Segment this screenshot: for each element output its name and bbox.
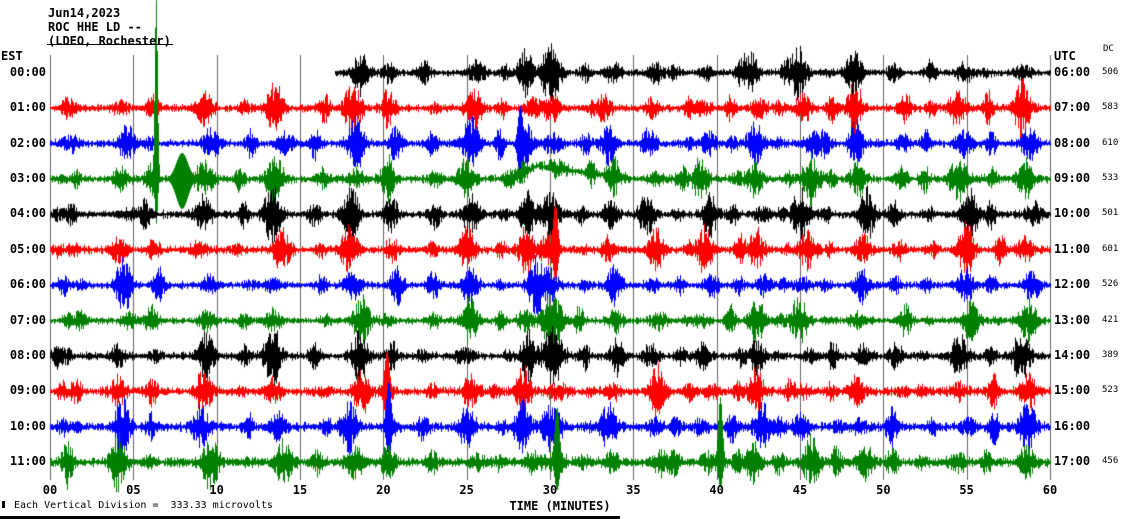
header-date: Jun14,2023 bbox=[48, 6, 121, 20]
scale-note: Each Vertical Division = 333.33 microvol… bbox=[14, 500, 273, 511]
header-station-id: ROC HHE LD -- bbox=[48, 20, 142, 34]
utc-time-label: 13:00 bbox=[1054, 312, 1091, 327]
est-time-label: 07:00 bbox=[9, 312, 46, 327]
x-tick-label: 60 bbox=[1042, 483, 1058, 497]
dc-offset-value: 601 bbox=[1102, 243, 1119, 254]
est-time-label: 05:00 bbox=[9, 241, 46, 256]
est-time-label: 02:00 bbox=[9, 135, 46, 150]
dc-offset-value: 533 bbox=[1102, 172, 1119, 183]
utc-time-label: 15:00 bbox=[1054, 383, 1091, 398]
header-underline bbox=[47, 44, 173, 45]
dc-offset-value: 506 bbox=[1102, 66, 1119, 77]
scale-marker bbox=[2, 501, 5, 508]
x-tick-label: 45 bbox=[792, 483, 808, 497]
bottom-border bbox=[0, 516, 620, 519]
utc-time-label: 12:00 bbox=[1054, 277, 1091, 292]
utc-time-label: 17:00 bbox=[1054, 454, 1091, 469]
dc-offset-value: 501 bbox=[1102, 208, 1119, 219]
est-time-label: 08:00 bbox=[9, 348, 46, 363]
utc-axis-label: UTC bbox=[1054, 49, 1076, 63]
utc-time-label: 07:00 bbox=[1054, 100, 1091, 115]
x-tick-label: 00 bbox=[42, 483, 58, 497]
utc-time-label: 08:00 bbox=[1054, 135, 1091, 150]
dc-axis-label: DC bbox=[1103, 44, 1114, 54]
x-tick-label: 55 bbox=[959, 483, 974, 497]
est-time-label: 01:00 bbox=[9, 100, 46, 115]
dc-offset-value: 583 bbox=[1102, 102, 1119, 113]
header-observatory: (LDEO, Rochester) bbox=[48, 34, 171, 48]
x-axis-title: TIME (MINUTES) bbox=[509, 499, 611, 513]
dc-offset-value: 456 bbox=[1102, 456, 1119, 467]
x-tick-label: 05 bbox=[126, 483, 141, 497]
dc-offset-value: 523 bbox=[1102, 385, 1119, 396]
x-tick-label: 25 bbox=[459, 483, 474, 497]
x-tick-label: 15 bbox=[292, 483, 308, 497]
utc-time-label: 09:00 bbox=[1054, 170, 1091, 185]
est-time-label: 03:00 bbox=[9, 170, 46, 185]
est-time-label: 11:00 bbox=[9, 454, 46, 469]
dc-offset-value: 526 bbox=[1102, 279, 1119, 290]
dc-offset-value: 389 bbox=[1102, 350, 1119, 361]
est-time-label: 06:00 bbox=[9, 277, 46, 292]
x-tick-label: 30 bbox=[542, 483, 558, 497]
est-time-label: 00:00 bbox=[9, 64, 46, 79]
dc-offset-value: 610 bbox=[1102, 137, 1119, 148]
utc-time-label: 14:00 bbox=[1054, 348, 1091, 363]
utc-time-label: 10:00 bbox=[1054, 206, 1091, 221]
x-tick-label: 35 bbox=[626, 483, 641, 497]
x-tick-label: 20 bbox=[376, 483, 391, 497]
header: Jun14,2023 ROC HHE LD -- (LDEO, Rocheste… bbox=[48, 6, 171, 48]
est-time-label: 04:00 bbox=[9, 206, 46, 221]
x-tick-label: 40 bbox=[709, 483, 724, 497]
x-tick-label: 50 bbox=[876, 483, 891, 497]
dc-offset-value: 421 bbox=[1102, 314, 1119, 325]
est-axis-label: EST bbox=[1, 49, 23, 63]
utc-time-label: 16:00 bbox=[1054, 418, 1091, 433]
est-time-label: 09:00 bbox=[9, 383, 46, 398]
utc-time-label: 11:00 bbox=[1054, 241, 1091, 256]
utc-time-label: 06:00 bbox=[1054, 64, 1091, 79]
est-time-label: 10:00 bbox=[9, 418, 46, 433]
x-tick-label: 10 bbox=[209, 483, 224, 497]
